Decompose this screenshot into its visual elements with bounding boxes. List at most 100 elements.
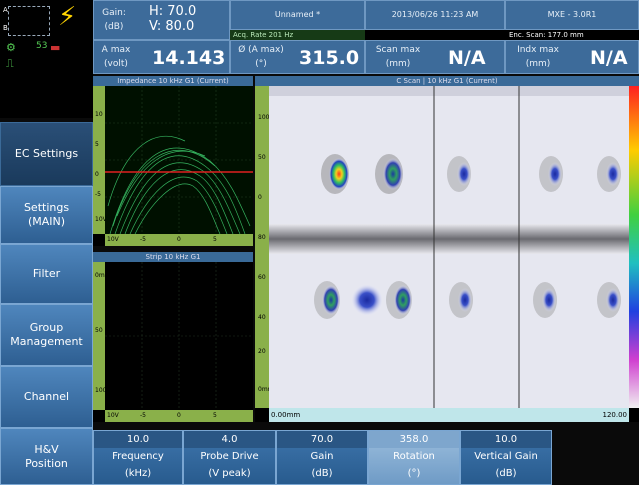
menu-filter[interactable]: Filter <box>0 244 93 304</box>
status-label-a: A <box>3 6 8 14</box>
param-value: 70.0 <box>277 431 367 448</box>
tick-label: 100 <box>95 387 107 394</box>
reading-label: Scan max <box>375 45 421 55</box>
enc-scan-box: Enc. Scan: 177.0 mm <box>505 30 639 40</box>
tick-label: -5 <box>140 236 146 243</box>
param-value: 10.0 <box>461 431 551 448</box>
tick-label: -5 <box>140 412 146 419</box>
strip-vertical-ruler: 0mm 50 100 <box>93 262 111 410</box>
reading-a-max[interactable]: A max (volt) 14.143 <box>93 40 230 74</box>
connection-icon: ⚙ <box>6 41 16 54</box>
tick-label: 10 <box>95 111 103 118</box>
tick-label: 20 <box>258 348 266 355</box>
param-name: Vertical Gain <box>474 451 538 462</box>
reading-unit: (°) <box>255 59 267 69</box>
menu-settings-main[interactable]: Settings (MAIN) <box>0 186 93 244</box>
param-unit: (dB) <box>311 468 333 479</box>
tick-label: -5 <box>95 191 101 198</box>
acq-rate: Acq. Rate 201 Hz <box>233 31 294 39</box>
reading-indx-max[interactable]: Indx max (mm) N/A <box>505 40 639 74</box>
impedance-plot[interactable]: 10 5 0 -5 10V 10V -5 0 5 <box>93 86 253 246</box>
gain-h: H: 70.0 <box>149 4 197 19</box>
cscan-image <box>269 86 629 408</box>
date-box: 2013/06/26 11:23 AM <box>365 0 505 30</box>
instrument-box: MXE - 3.0R1 <box>505 0 639 30</box>
strip-title: Strip 10 kHz G1 <box>93 252 253 262</box>
impedance-horizontal-ruler: 10V -5 0 5 <box>105 234 253 246</box>
color-palette <box>629 86 639 408</box>
status-label-b: B <box>3 24 8 32</box>
tick-label: 10V <box>107 412 119 419</box>
scan-start: 0.00mm <box>271 411 301 419</box>
strip-plot[interactable]: 0mm 50 100 10V -5 0 5 <box>93 262 253 422</box>
tick-label: 60 <box>258 274 266 281</box>
tick-label: 50 <box>95 327 103 334</box>
cscan-view[interactable]: 100 50 0 80 60 40 20 0mm <box>255 86 639 422</box>
tick-label: 5 <box>95 141 99 148</box>
param-value: 358.0 <box>369 431 459 448</box>
cscan-title: C Scan | 10 kHz G1 (Current) <box>255 76 639 86</box>
tick-label: 0 <box>177 236 181 243</box>
param-value: 4.0 <box>184 431 275 448</box>
probe-icon: ⎍ <box>6 57 14 70</box>
tick-label: 100 <box>258 114 270 121</box>
header-spacer <box>365 30 505 40</box>
param-probe-drive[interactable]: 4.0 Probe Drive (V peak) <box>183 430 276 485</box>
impedance-vertical-ruler: 10 5 0 -5 10V <box>93 86 107 234</box>
status-area: A B ⚡ ⚙ 53 ▬ ⎍ <box>0 0 93 118</box>
tick-label: 10V <box>95 216 107 223</box>
gain-display[interactable]: Gain: (dB) H: 70.0 V: 80.0 <box>93 0 230 40</box>
menu-group-management[interactable]: Group Management <box>0 304 93 366</box>
date-time: 2013/06/26 11:23 AM <box>391 10 479 19</box>
reading-value: N/A <box>590 47 628 69</box>
reading-unit: (mm) <box>525 59 551 69</box>
param-frequency[interactable]: 10.0 Frequency (kHz) <box>93 430 183 485</box>
tick-label: 0 <box>177 412 181 419</box>
acq-rate-box: Acq. Rate 201 Hz <box>230 30 365 40</box>
gain-label: Gain: <box>102 8 126 18</box>
gain-v: V: 80.0 <box>149 19 195 34</box>
menu-hv-position[interactable]: H&V Position <box>0 428 93 485</box>
param-rotation[interactable]: 358.0 Rotation (°) <box>368 430 460 485</box>
param-name: Frequency <box>112 451 164 462</box>
reading-unit: (mm) <box>385 59 411 69</box>
tick-label: 40 <box>258 314 266 321</box>
tick-label: 10V <box>107 236 119 243</box>
reading-value: 315.0 <box>299 47 360 69</box>
param-unit: (kHz) <box>124 468 152 479</box>
param-unit: (°) <box>407 468 421 479</box>
cscan-vertical-ruler: 100 50 0 80 60 40 20 0mm <box>255 86 274 408</box>
tick-label: 0mm <box>258 386 274 393</box>
menu-ec-settings[interactable]: EC Settings <box>0 122 93 186</box>
reading-value: N/A <box>448 47 486 69</box>
tick-label: 50 <box>258 154 266 161</box>
scan-end: 120.00 <box>602 411 628 419</box>
reading-label: Indx max <box>517 45 559 55</box>
instrument-version: MXE - 3.0R1 <box>547 10 597 19</box>
param-name: Gain <box>310 451 334 462</box>
reading-scan-max[interactable]: Scan max (mm) N/A <box>365 40 505 74</box>
lightning-icon: ⚡ <box>58 2 77 32</box>
reading-unit: (volt) <box>104 59 128 69</box>
battery-icon: ▬ <box>50 41 61 54</box>
reading-phase[interactable]: Ø (A max) (°) 315.0 <box>230 40 365 74</box>
param-gain[interactable]: 70.0 Gain (dB) <box>276 430 368 485</box>
param-name: Rotation <box>393 451 435 462</box>
menu-channel[interactable]: Channel <box>0 366 93 428</box>
impedance-title: Impedance 10 kHz G1 (Current) <box>93 76 253 86</box>
gain-unit: (dB) <box>104 22 124 32</box>
tick-label: 5 <box>213 236 217 243</box>
enc-scan: Enc. Scan: 177.0 mm <box>509 31 584 39</box>
empty-param-slot <box>552 430 639 485</box>
cscan-scan-axis: 0.00mm 120.00 <box>269 408 629 422</box>
param-vertical-gain[interactable]: 10.0 Vertical Gain (dB) <box>460 430 552 485</box>
reading-label: A max <box>101 45 131 55</box>
param-name: Probe Drive <box>200 451 259 462</box>
strip-chart <box>105 262 253 410</box>
reading-value: 14.143 <box>152 47 226 69</box>
tick-label: 0 <box>95 171 99 178</box>
param-unit: (V peak) <box>208 468 251 479</box>
param-unit: (dB) <box>495 468 517 479</box>
param-value: 10.0 <box>94 431 182 448</box>
tick-label: 5 <box>213 412 217 419</box>
